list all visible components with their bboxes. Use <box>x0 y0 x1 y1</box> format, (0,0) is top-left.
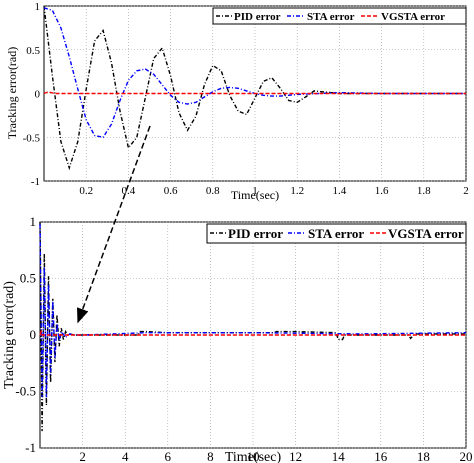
main-series-group <box>39 221 467 432</box>
inset-y-tick-label: 0.5 <box>26 45 40 57</box>
inset-y-tick-label: -0.5 <box>23 132 41 144</box>
main-legend-label-vgsta: VGSTA error <box>388 226 464 241</box>
inset-x-tick-label: 0.4 <box>122 185 136 197</box>
main-y-tick-label: -1 <box>25 440 36 455</box>
inset-series-group <box>43 5 466 171</box>
main-chart: 2 4 6 8 10 12 14 16 18 20 1 0.5 0 -0.5 -1 Time(sec) T… <box>2 214 473 463</box>
inset-x-tick-label: 1.4 <box>333 185 347 197</box>
inset-x-tick-label: 0.2 <box>79 185 93 197</box>
inset-y-tick-label: -1 <box>31 176 40 188</box>
inset-x-tick-label: 1 <box>252 185 258 197</box>
main-x-tick-label: 20 <box>460 449 473 463</box>
main-y-tick-label: -0.5 <box>15 384 36 399</box>
inset-x-tick-label: 2 <box>463 185 469 197</box>
main-x-tick-label: 16 <box>374 449 388 463</box>
inset-series-line-vgsta-error <box>43 91 466 95</box>
main-legend: PID error STA error VGSTA error <box>206 223 467 244</box>
inset-x-ticks: 0.2 0.4 0.6 0.8 1 1.2 1.4 1.6 1.8 2 <box>79 185 468 197</box>
inset-x-tick-label: 0.8 <box>206 185 220 197</box>
inset-chart: 0.2 0.4 0.6 0.8 1 1.2 1.4 1.6 1.8 2 1 0.5 0 -0.5 -1 T… <box>5 1 469 202</box>
inset-x-tick-label: 1.6 <box>375 185 389 197</box>
main-x-tick-label: 2 <box>79 449 86 463</box>
main-y-tick-label: 0 <box>30 327 37 342</box>
main-legend-box <box>206 223 467 244</box>
inset-y-axis-label: Tracking error(rad) <box>5 47 19 140</box>
inset-legend-label-vgsta: VGSTA error <box>381 11 445 23</box>
inset-y-tick-label: 0 <box>35 89 41 101</box>
main-x-tick-label: 6 <box>165 449 172 463</box>
main-y-tick-label: 0.5 <box>20 271 36 286</box>
inset-x-tick-label: 1.8 <box>417 185 431 197</box>
main-y-ticks: 1 0.5 0 -0.5 -1 <box>15 214 36 455</box>
main-series-line-vgsta-error <box>39 329 466 336</box>
inset-series-line-pid-error <box>43 5 466 171</box>
inset-legend: PID error STA error VGSTA error <box>212 7 467 25</box>
main-y-tick-label: 1 <box>30 214 37 229</box>
main-x-tick-label: 10 <box>247 449 260 463</box>
inset-legend-label-pid: PID error <box>234 11 281 23</box>
inset-x-tick-label: 0.6 <box>164 185 178 197</box>
main-x-tick-label: 8 <box>207 449 214 463</box>
zoom-arrow <box>77 125 151 324</box>
main-y-axis-label: Tracking error(rad) <box>2 281 17 389</box>
inset-y-ticks: 1 0.5 0 -0.5 -1 <box>23 1 41 188</box>
inset-series-line-sta-error <box>43 7 466 139</box>
main-x-ticks: 2 4 6 8 10 12 14 16 18 20 <box>79 449 472 463</box>
inset-y-tick-label: 1 <box>35 1 41 13</box>
inset-x-axis-label: Time(sec) <box>231 188 279 202</box>
main-x-tick-label: 14 <box>332 449 346 463</box>
main-legend-label-pid: PID error <box>228 226 283 241</box>
main-series-line-sta-error <box>39 224 467 398</box>
inset-legend-box <box>212 7 467 25</box>
inset-legend-label-sta: STA error <box>307 11 355 23</box>
main-legend-label-sta: STA error <box>308 226 364 241</box>
main-x-tick-label: 12 <box>289 449 302 463</box>
main-x-axis-label: Time(sec) <box>225 450 282 463</box>
inset-x-tick-label: 1.2 <box>290 185 304 197</box>
main-x-tick-label: 4 <box>122 449 129 463</box>
main-x-tick-label: 18 <box>417 449 430 463</box>
